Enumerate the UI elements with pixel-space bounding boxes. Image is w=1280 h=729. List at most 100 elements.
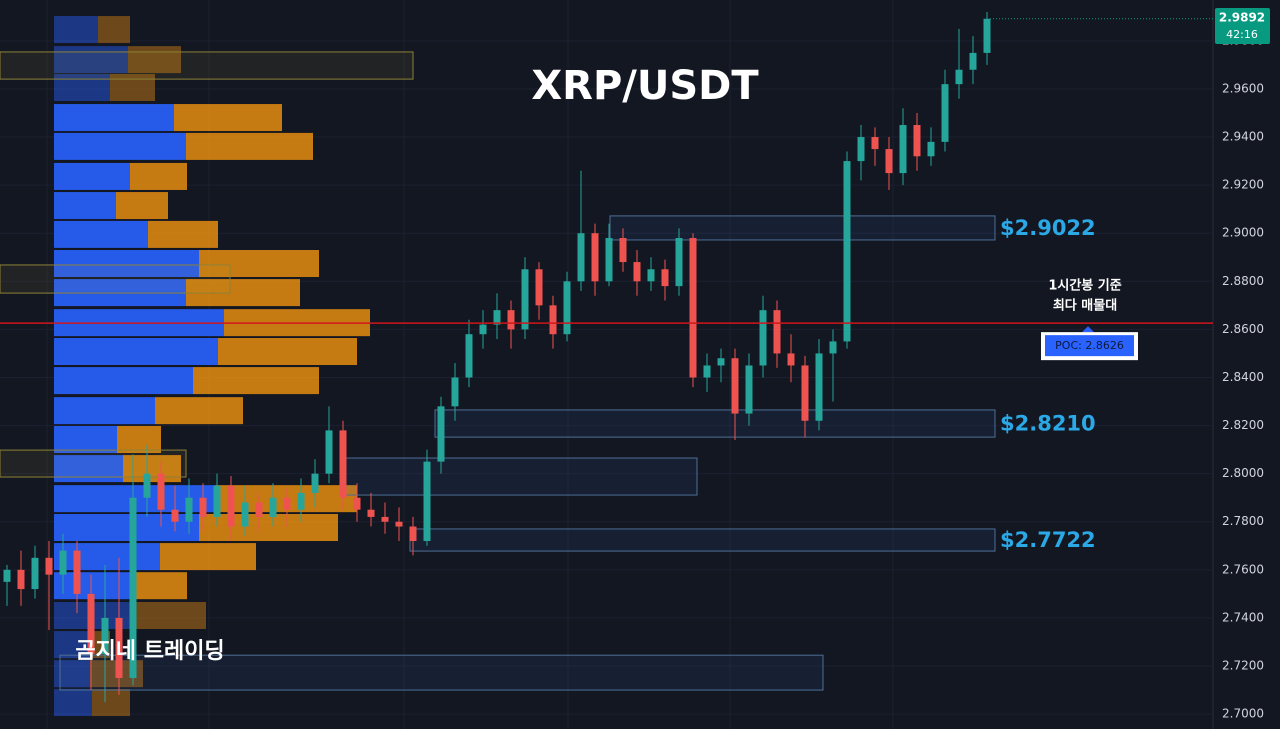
zone (0, 51, 414, 80)
profile-sell-bar (130, 572, 187, 600)
profile-sell-bar (199, 249, 319, 277)
profile-buy-bar (54, 16, 98, 44)
candle-body (115, 617, 123, 679)
zone (609, 215, 996, 241)
poc-note: 1시간봉 기준 (1048, 278, 1121, 294)
profile-buy-bar (54, 249, 199, 277)
profile-sell-bar (128, 46, 181, 74)
y-tick-label: 2.8200 (1222, 418, 1264, 432)
profile-buy-bar (54, 104, 174, 132)
profile-sell-bar (116, 192, 168, 220)
candle-body (339, 430, 347, 498)
candle-body (157, 473, 165, 510)
candle-body (815, 353, 823, 421)
candle-body (227, 485, 235, 527)
chart-title: XRP/USDT (531, 63, 759, 109)
candle-body (437, 406, 445, 462)
candle-body (143, 473, 151, 498)
candle-body (409, 526, 417, 541)
candle-body (59, 550, 67, 575)
poc-label: POC: 2.8626 (1055, 339, 1124, 352)
profile-sell-bar (130, 601, 206, 629)
zone-label: $2.8210 (1000, 412, 1096, 436)
candle-body (927, 141, 935, 157)
profile-sell-bar (186, 132, 313, 160)
candle-body (129, 497, 137, 679)
profile-buy-bar (54, 543, 160, 571)
candle-body (535, 269, 543, 306)
poc-note: 최다 매물대 (1053, 298, 1117, 314)
candle-body (241, 502, 249, 527)
candle-body (829, 341, 837, 354)
candle-body (745, 365, 753, 414)
candle-body (269, 497, 277, 517)
profile-buy-bar (54, 367, 193, 395)
zone (0, 264, 231, 294)
profile-buy-bar (54, 455, 123, 483)
candle-body (899, 125, 907, 174)
candle-body (171, 509, 179, 522)
profile-sell-bar (110, 73, 155, 101)
profile-sell-bar (193, 367, 319, 395)
candle-body (479, 324, 487, 335)
zone (434, 409, 996, 438)
profile-buy-bar (54, 689, 92, 717)
candle-body (871, 137, 879, 150)
candle-body (213, 485, 221, 517)
y-tick-label: 2.7400 (1222, 610, 1264, 624)
y-tick-label: 2.7000 (1222, 707, 1264, 721)
candle-body (843, 161, 851, 342)
candle-body (955, 69, 963, 85)
profile-sell-bar (130, 162, 187, 190)
y-tick-label: 2.9000 (1222, 226, 1264, 240)
zone (409, 528, 996, 552)
candle-body (353, 497, 361, 510)
candle-body (199, 497, 207, 517)
candle-body (367, 509, 375, 517)
candle-body (451, 377, 459, 407)
y-tick-label: 2.7200 (1222, 659, 1264, 673)
candle-body (703, 365, 711, 378)
y-tick-label: 2.9400 (1222, 130, 1264, 144)
y-tick-label: 2.9600 (1222, 81, 1264, 95)
candle-body (885, 149, 893, 174)
profile-buy-bar (54, 220, 148, 248)
candle-body (969, 52, 977, 70)
zone (59, 654, 824, 691)
zone (0, 449, 187, 478)
y-tick-label: 2.8600 (1222, 322, 1264, 336)
candle-body (689, 238, 697, 378)
profile-sell-bar (218, 337, 357, 365)
candle-body (465, 334, 473, 378)
candle-body (3, 569, 11, 582)
profile-buy-bar (54, 132, 186, 160)
last-price-label: 2.9892 (1219, 11, 1265, 25)
profile-sell-bar (199, 513, 338, 541)
candle-body (787, 353, 795, 366)
candle-body (913, 125, 921, 157)
candle-body (87, 593, 95, 654)
candle-body (857, 137, 865, 162)
candle-body (675, 238, 683, 287)
candle-body (521, 269, 529, 330)
candle-body (45, 557, 53, 575)
poc-pointer (1082, 326, 1094, 333)
y-tick-label: 2.7600 (1222, 562, 1264, 576)
candle-body (381, 516, 389, 522)
candle-body (31, 557, 39, 590)
candle-body (73, 550, 81, 594)
poc-box (1045, 335, 1134, 357)
profile-sell-bar (98, 16, 130, 44)
profile-sell-bar (174, 104, 282, 132)
candle-body (591, 233, 599, 282)
candle-body (101, 617, 109, 654)
candle-body (759, 310, 767, 366)
candle-body (983, 18, 991, 53)
profile-buy-bar (54, 425, 117, 453)
countdown: 42:16 (1226, 28, 1258, 41)
profile-buy-bar (54, 46, 128, 74)
candle-body (633, 262, 641, 282)
profile-buy-bar (54, 73, 110, 101)
